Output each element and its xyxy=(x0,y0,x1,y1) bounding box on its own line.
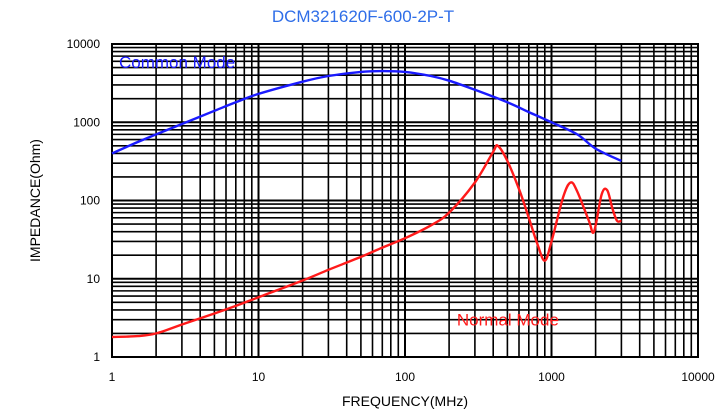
y-axis-label: IMPEDANCE(Ohm) xyxy=(27,139,43,262)
x-tick-label: 100 xyxy=(395,370,415,384)
x-tick-label: 10 xyxy=(252,370,266,384)
x-tick-label: 1 xyxy=(109,370,116,384)
x-tick-label: 1000 xyxy=(538,370,565,384)
chart-title: DCM321620F-600-2P-T xyxy=(271,7,455,26)
common-mode-series-line xyxy=(111,69,622,163)
x-tick-label: 10000 xyxy=(681,370,715,384)
y-tick-label: 10 xyxy=(87,272,101,286)
y-tick-label: 10000 xyxy=(67,37,101,51)
series-layer xyxy=(111,69,622,339)
normal-mode-label: Normal Mode xyxy=(457,311,559,330)
common-mode-label: Common Mode xyxy=(119,53,235,72)
x-axis-label: FREQUENCY(MHz) xyxy=(342,393,468,409)
tick-labels: 1 10 100 1000 10000 1 10 100 1000 10000 xyxy=(67,37,715,384)
y-tick-label: 1 xyxy=(93,350,100,364)
normal-mode-series-line xyxy=(111,144,622,339)
y-tick-label: 1000 xyxy=(73,115,100,129)
y-tick-label: 100 xyxy=(80,194,100,208)
plot-frame xyxy=(111,43,699,358)
